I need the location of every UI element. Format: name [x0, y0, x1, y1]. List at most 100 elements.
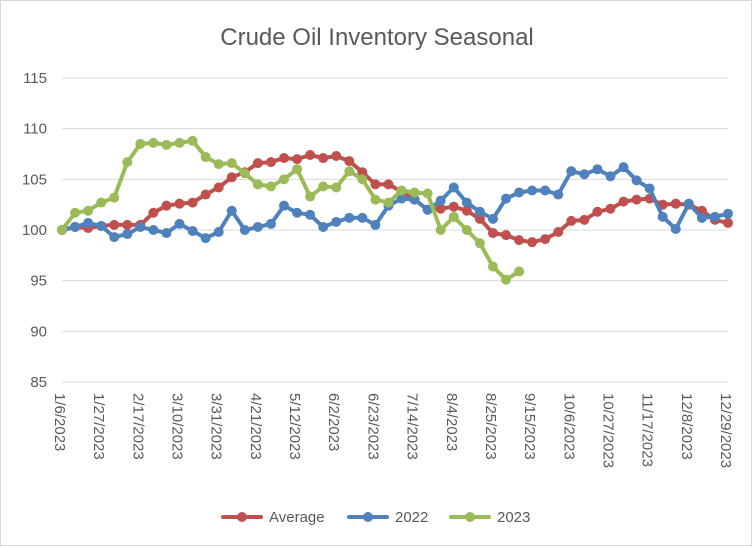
data-point: [344, 212, 355, 223]
data-point: [514, 235, 525, 246]
data-point: [187, 226, 198, 237]
x-tick-labels: 1/6/2023 1/27/2023 2/17/2023 3/10/2023 3/31/…: [51, 393, 734, 468]
y-tick-label: 115: [23, 70, 47, 87]
data-point: [357, 167, 368, 178]
data-point: [474, 213, 485, 224]
data-point: [435, 195, 446, 206]
data-point: [474, 206, 485, 217]
data-point: [723, 217, 733, 228]
data-point: [174, 218, 185, 229]
data-point: [83, 217, 94, 228]
x-tick-label: 6/23/2023: [364, 393, 381, 460]
data-point: [305, 191, 316, 202]
series-1: [57, 162, 733, 244]
x-tick-label: 1/6/2023: [51, 393, 68, 451]
data-point: [226, 172, 237, 183]
legend-label: Average: [269, 509, 325, 526]
data-point: [514, 187, 525, 198]
data-point: [305, 209, 316, 220]
y-tick-label: 110: [23, 121, 47, 138]
data-point: [213, 159, 224, 170]
data-point: [318, 221, 329, 232]
data-point: [148, 137, 159, 148]
data-point: [109, 192, 120, 203]
x-tick-label: 6/2/2023: [325, 393, 342, 451]
data-point: [487, 261, 498, 272]
data-point: [122, 157, 133, 168]
data-point: [631, 175, 642, 186]
data-point: [501, 193, 511, 204]
data-point: [161, 200, 172, 211]
data-point: [318, 181, 329, 192]
data-point: [174, 137, 185, 148]
data-point: [422, 188, 433, 199]
data-point: [670, 223, 681, 234]
data-point: [239, 225, 250, 235]
data-point: [161, 139, 172, 150]
data-point: [213, 227, 224, 238]
data-point: [122, 219, 133, 230]
y-tick-label: 100: [22, 222, 47, 239]
data-point: [292, 164, 303, 175]
data-point: [279, 153, 289, 164]
data-point: [448, 211, 459, 222]
data-point: [631, 194, 642, 205]
data-point: [213, 182, 224, 193]
y-tick-label: 90: [30, 323, 47, 340]
data-point: [344, 156, 355, 167]
x-tick-label: 7/14/2023: [404, 393, 421, 460]
data-point: [618, 162, 629, 173]
data-point: [527, 237, 538, 248]
data-point: [187, 197, 198, 208]
data-point: [501, 274, 511, 285]
data-point: [109, 232, 120, 243]
x-tick-label: 5/12/2023: [286, 393, 303, 460]
data-point: [344, 166, 355, 177]
x-tick-label: 10/27/2023: [599, 393, 616, 468]
data-point: [226, 158, 237, 169]
data-point: [644, 183, 655, 194]
legend-swatch-marker: [237, 512, 247, 522]
data-point: [370, 219, 381, 230]
data-point: [174, 198, 185, 209]
data-point: [435, 225, 446, 235]
data-point: [553, 189, 564, 200]
data-point: [579, 214, 590, 225]
data-point: [723, 208, 733, 219]
x-tick-label: 12/8/2023: [678, 393, 695, 460]
data-point: [592, 206, 603, 217]
data-point: [474, 238, 485, 249]
data-point: [383, 179, 394, 190]
x-tick-label: 8/4/2023: [443, 393, 460, 451]
data-point: [527, 185, 538, 196]
x-tick-label: 1/27/2023: [90, 393, 107, 460]
data-point: [239, 168, 250, 179]
series-lines: [57, 135, 733, 285]
legend: Average 2022 2023: [221, 509, 530, 526]
x-tick-label: 3/10/2023: [169, 393, 186, 460]
data-point: [670, 198, 681, 209]
y-tick-label: 85: [30, 374, 47, 391]
data-point: [161, 228, 172, 239]
data-point: [487, 213, 498, 224]
data-point: [318, 153, 329, 164]
data-point: [292, 207, 303, 218]
data-point: [448, 201, 459, 212]
series-2: [57, 135, 525, 285]
data-point: [435, 203, 446, 214]
data-point: [265, 157, 276, 168]
x-tick-label: 9/15/2023: [521, 393, 538, 460]
x-tick-label: 10/6/2023: [560, 393, 577, 460]
data-point: [396, 193, 407, 204]
data-point: [279, 174, 289, 185]
data-point: [461, 225, 472, 235]
data-point: [305, 150, 316, 161]
legend-item: 2023: [449, 509, 530, 526]
series-line: [60, 153, 730, 245]
data-point: [553, 227, 564, 238]
x-tick-label: 11/17/2023: [639, 393, 656, 467]
data-point: [200, 233, 211, 244]
data-point: [605, 203, 616, 214]
y-tick-label: 95: [30, 273, 47, 290]
data-point: [618, 196, 629, 207]
